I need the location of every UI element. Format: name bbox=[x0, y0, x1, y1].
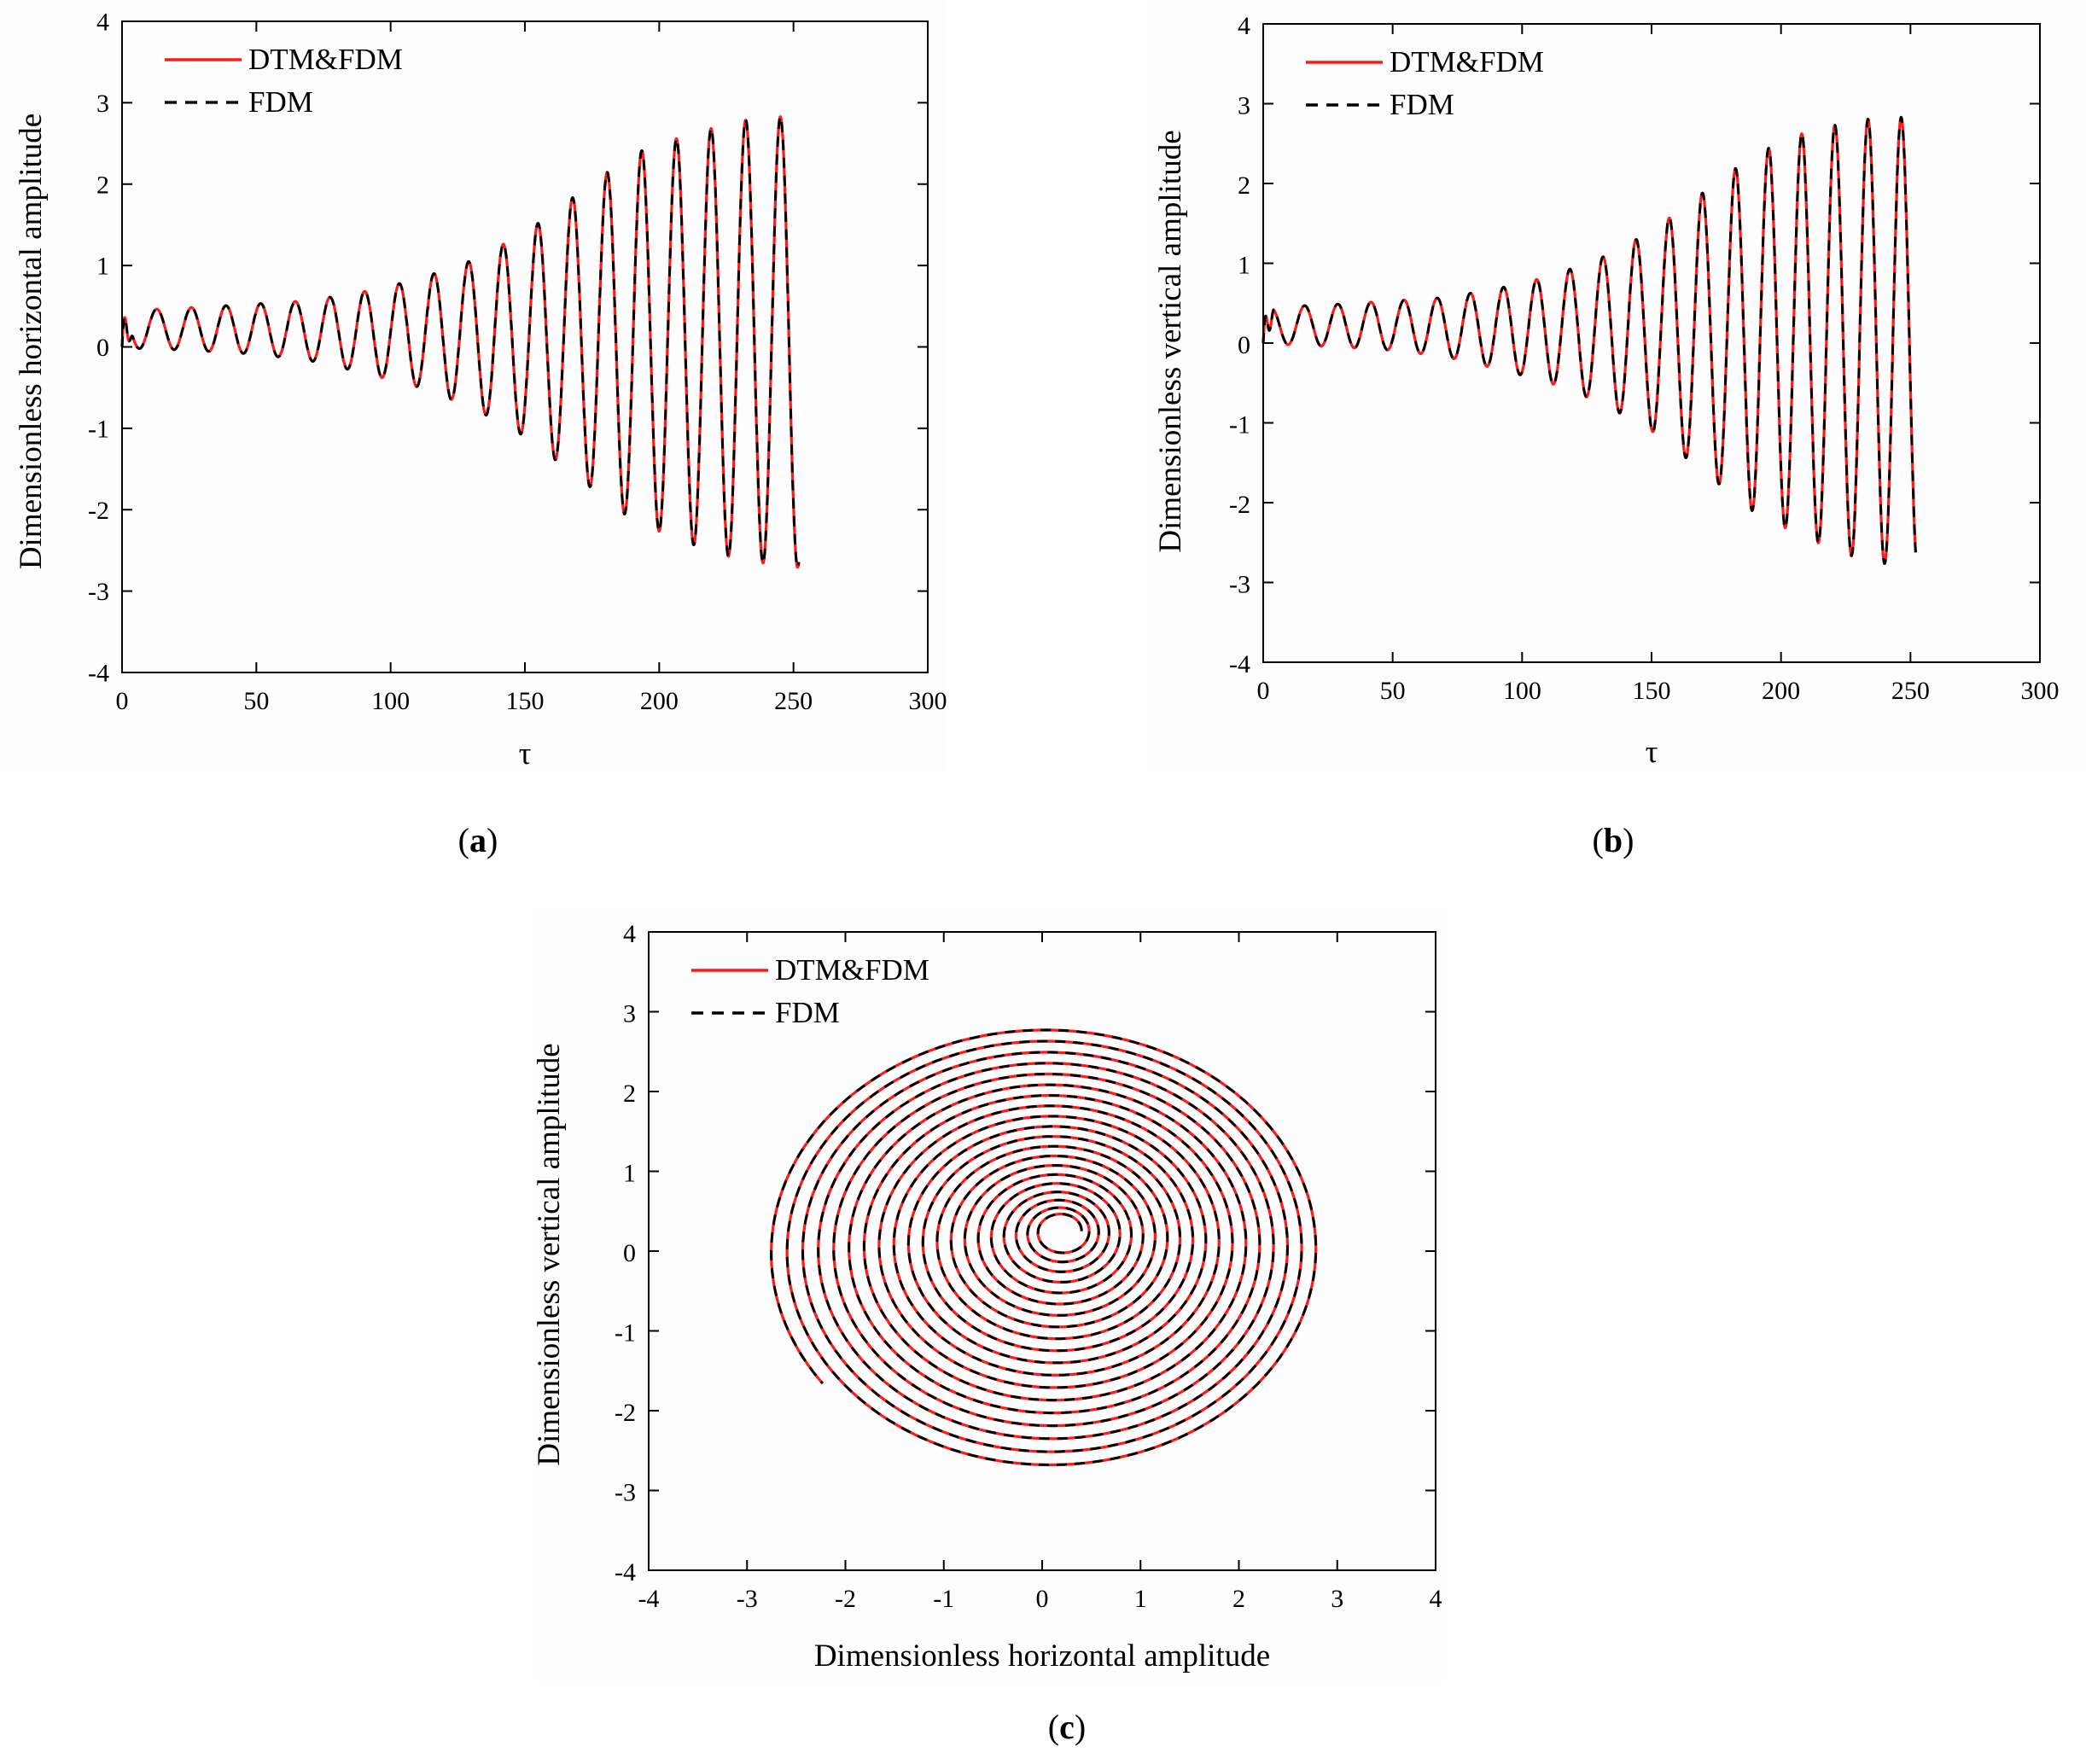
x-tick-label-b: 200 bbox=[1762, 677, 1800, 705]
y-tick-label-b: 2 bbox=[1238, 172, 1250, 200]
y-tick-label-b: -1 bbox=[1229, 410, 1250, 439]
y-tick-label-a: -1 bbox=[88, 415, 109, 443]
y-tick-label-c: 0 bbox=[623, 1239, 636, 1267]
x-tick-label-c: -2 bbox=[835, 1585, 856, 1613]
x-tick-label-a: 250 bbox=[774, 687, 813, 715]
plot-frame-a bbox=[121, 20, 929, 673]
legend-label-c: FDM bbox=[775, 996, 840, 1029]
series-line-dtmfdm-a bbox=[120, 115, 801, 569]
x-tick-label-c: 1 bbox=[1134, 1585, 1147, 1613]
x-tick-label-a: 0 bbox=[116, 687, 129, 715]
panel-a-background bbox=[0, 0, 947, 772]
y-tick-label-b: 0 bbox=[1238, 331, 1250, 359]
y-tick-label-c: 1 bbox=[623, 1159, 636, 1187]
y-tick-label-c: 3 bbox=[623, 999, 636, 1028]
y-tick-label-c: -4 bbox=[615, 1558, 636, 1586]
y-tick-label-b: -2 bbox=[1229, 491, 1250, 519]
x-tick-label-b: 50 bbox=[1380, 677, 1406, 705]
y-axis-label-b: Dimensionless vertical amplitude bbox=[1153, 130, 1188, 552]
chart-c: -4 -3 -2 -1 0 1 2 3 4 -4 -3 -2 -1 0 1 2 3 4 DTM&FDM FDM Dime… bbox=[532, 920, 1442, 1674]
series-line-fdm-c bbox=[770, 1028, 1318, 1466]
x-axis-label-a: τ bbox=[519, 736, 532, 771]
x-tick-label-b: 0 bbox=[1257, 677, 1270, 705]
legend-label-a: FDM bbox=[248, 85, 313, 119]
y-tick-label-c: -3 bbox=[615, 1478, 636, 1506]
x-tick-label-c: 0 bbox=[1036, 1585, 1049, 1613]
y-tick-label-c: 4 bbox=[623, 920, 636, 948]
y-tick-label-a: 0 bbox=[96, 334, 109, 362]
x-tick-label-b: 300 bbox=[2021, 677, 2060, 705]
y-tick-label-a: -4 bbox=[88, 660, 109, 688]
legend-label-c: DTM&FDM bbox=[775, 953, 929, 987]
plot-frame-c bbox=[648, 931, 1436, 1571]
x-tick-label-c: -1 bbox=[933, 1585, 954, 1613]
x-tick-label-a: 50 bbox=[243, 687, 269, 715]
caption-c: (c) bbox=[1048, 1708, 1086, 1746]
y-tick-label-b: -4 bbox=[1229, 650, 1250, 678]
chart-a: 0 50 100 150 200 250 300 -4 -3 -2 -1 0 1 2 3 4 DTM&FDM FD… bbox=[14, 9, 947, 772]
y-tick-label-b: -3 bbox=[1229, 570, 1250, 598]
y-tick-label-a: -2 bbox=[88, 497, 109, 525]
y-tick-label-c: -1 bbox=[615, 1319, 636, 1347]
legend-label-b: DTM&FDM bbox=[1390, 45, 1544, 79]
y-tick-label-a: 2 bbox=[96, 171, 109, 199]
x-tick-label-c: 3 bbox=[1331, 1585, 1343, 1613]
y-tick-label-a: 3 bbox=[96, 90, 109, 118]
chart-b: 0 50 100 150 200 250 300 -4 -3 -2 -1 0 1 2 3 4 DTM&FDM FD… bbox=[1153, 12, 2060, 770]
caption-a: (a) bbox=[458, 821, 498, 859]
y-tick-label-a: 4 bbox=[96, 9, 109, 37]
panel-b-background bbox=[1148, 0, 2086, 772]
series-line-fdm-b bbox=[1262, 115, 1917, 565]
x-tick-label-a: 200 bbox=[640, 687, 679, 715]
x-tick-label-c: 4 bbox=[1430, 1585, 1442, 1613]
y-axis-label-a: Dimensionless horizontal amplitude bbox=[14, 114, 49, 569]
legend-label-a: DTM&FDM bbox=[248, 43, 403, 76]
legend-label-b: FDM bbox=[1390, 88, 1454, 121]
x-tick-label-c: -4 bbox=[638, 1585, 660, 1613]
x-tick-label-c: 2 bbox=[1232, 1585, 1245, 1613]
x-tick-label-a: 100 bbox=[371, 687, 410, 715]
y-axis-label-c: Dimensionless vertical amplitude bbox=[532, 1043, 567, 1465]
y-tick-label-c: 2 bbox=[623, 1080, 636, 1108]
x-tick-label-b: 250 bbox=[1891, 677, 1930, 705]
x-axis-label-c: Dimensionless horizontal amplitude bbox=[814, 1639, 1270, 1674]
x-tick-label-a: 150 bbox=[506, 687, 545, 715]
y-tick-label-a: 1 bbox=[96, 253, 109, 281]
y-tick-label-b: 3 bbox=[1238, 91, 1250, 119]
x-tick-label-a: 300 bbox=[909, 687, 947, 715]
y-tick-label-a: -3 bbox=[88, 578, 109, 606]
y-tick-label-b: 1 bbox=[1238, 251, 1250, 279]
x-tick-label-b: 100 bbox=[1503, 677, 1541, 705]
x-axis-label-b: τ bbox=[1646, 735, 1658, 770]
y-tick-label-b: 4 bbox=[1238, 12, 1250, 40]
x-tick-label-b: 150 bbox=[1633, 677, 1671, 705]
y-tick-label-c: -2 bbox=[615, 1399, 636, 1427]
caption-b: (b) bbox=[1593, 821, 1634, 859]
x-tick-label-c: -3 bbox=[737, 1585, 758, 1613]
plot-frame-b bbox=[1262, 23, 2041, 663]
